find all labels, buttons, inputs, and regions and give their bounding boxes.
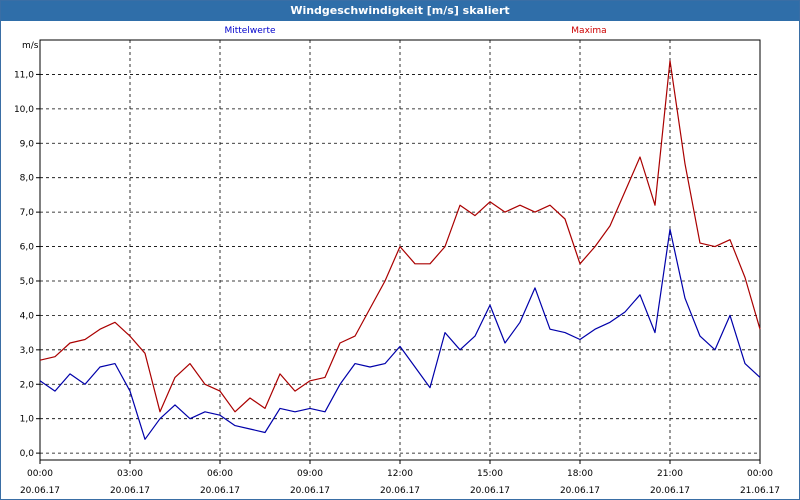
series-line-maxima <box>39 60 761 413</box>
x-tick-time: 15:00 <box>477 469 503 479</box>
y-tick-label: 11,0 <box>14 70 34 80</box>
y-tick-label: 4,0 <box>20 311 35 321</box>
x-tick-date: 20.06.17 <box>200 486 240 496</box>
x-tick-date: 20.06.17 <box>470 486 510 496</box>
axes <box>36 39 761 464</box>
y-tick-label: 1,0 <box>20 415 35 425</box>
x-tick-date: 21.06.17 <box>740 486 780 496</box>
y-tick-label: 3,0 <box>20 346 35 356</box>
y-tick-label: 7,0 <box>20 208 35 218</box>
x-tick-time: 09:00 <box>297 469 323 479</box>
x-tick-labels: 00:00 20.06.17 03:00 20.06.17 06:00 20.06.17 0… <box>20 469 780 496</box>
legend-label-mittelwerte: Mittelwerte <box>224 26 275 36</box>
y-tick-label: 2,0 <box>20 380 35 390</box>
series-lines <box>39 60 761 440</box>
x-tick-date: 20.06.17 <box>290 486 330 496</box>
x-tick-date: 20.06.17 <box>110 486 150 496</box>
x-tick-date: 20.06.17 <box>560 486 600 496</box>
x-tick-date: 20.06.17 <box>380 486 420 496</box>
x-tick-time: 03:00 <box>117 469 143 479</box>
y-axis-label: m/s <box>22 41 39 51</box>
legend-label-maxima: Maxima <box>571 26 606 36</box>
y-tick-label: 0,0 <box>20 449 35 459</box>
x-tick-time: 21:00 <box>657 469 683 479</box>
x-tick-time: 12:00 <box>387 469 413 479</box>
legend: Mittelwerte Maxima <box>224 26 606 36</box>
y-tick-label: 6,0 <box>20 243 35 253</box>
y-tick-label: 8,0 <box>20 174 35 184</box>
y-tick-labels: 0,0 1,0 2,0 3,0 4,0 5,0 6,0 7,0 8,0 9,0 10,0 11,0 <box>14 70 34 459</box>
y-tick-label: 5,0 <box>20 277 35 287</box>
x-tick-time: 00:00 <box>747 469 773 479</box>
chart-title: Windgeschwindigkeit [m/s] skaliert <box>1 1 799 21</box>
grid <box>40 40 760 460</box>
x-tick-date: 20.06.17 <box>650 486 690 496</box>
x-tick-time: 06:00 <box>207 469 233 479</box>
x-tick-time: 18:00 <box>567 469 593 479</box>
y-tick-label: 10,0 <box>14 105 34 115</box>
x-tick-date: 20.06.17 <box>20 486 60 496</box>
x-tick-time: 00:00 <box>27 469 53 479</box>
y-tick-label: 9,0 <box>20 139 35 149</box>
series-line-mittelwerte <box>39 228 761 440</box>
